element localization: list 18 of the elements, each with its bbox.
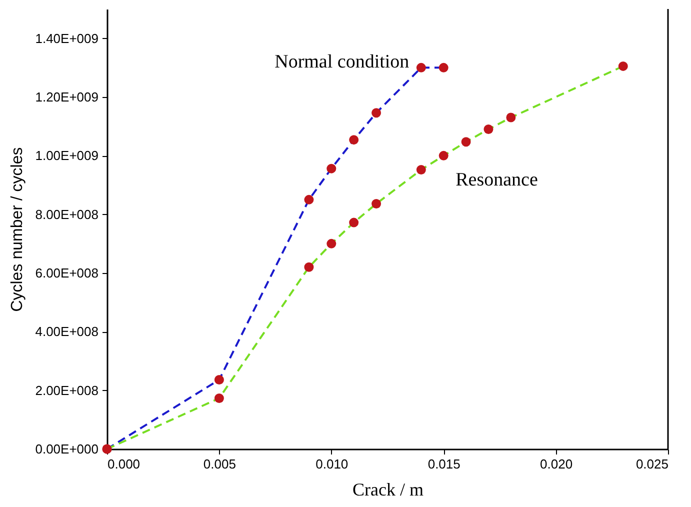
- x-tick-label: 0.010: [316, 456, 348, 472]
- y-tick-label: 1.40E+009: [35, 30, 98, 46]
- x-axis-title: Crack / m: [352, 480, 424, 500]
- series-label: Resonance: [456, 170, 538, 191]
- y-axis-title: Cycles number / cycles: [9, 147, 26, 312]
- x-tick-label: 0.015: [428, 456, 460, 472]
- y-tick-label: 0.00E+000: [35, 442, 98, 456]
- y-tick-label: 6.00E+008: [35, 266, 98, 280]
- x-tick-label: 0.020: [540, 456, 573, 472]
- y-tick-label: 1.20E+009: [35, 90, 98, 104]
- y-tick-label: 2.00E+008: [35, 382, 98, 398]
- y-tick-label: 1.00E+009: [35, 148, 98, 164]
- series-label: Normal condition: [274, 52, 410, 73]
- y-tick-label: 8.00E+008: [35, 206, 98, 222]
- y-tick-label: 4.00E+008: [35, 324, 98, 340]
- x-tick-label: 0.025: [636, 456, 668, 472]
- x-tick-label: 0.000: [108, 456, 140, 472]
- x-tick-label: 0.005: [203, 456, 236, 472]
